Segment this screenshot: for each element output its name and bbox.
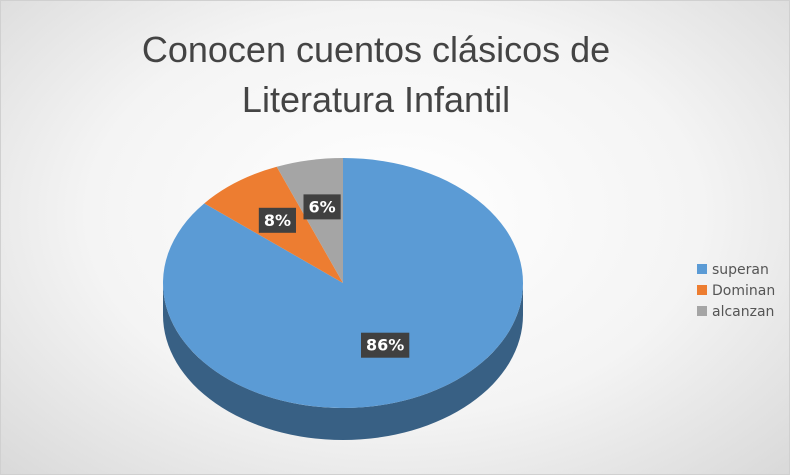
data-label: 8% bbox=[258, 207, 296, 233]
data-label-text: 8% bbox=[264, 211, 291, 230]
legend-label: Dominan bbox=[712, 283, 775, 299]
data-label: 86% bbox=[361, 332, 410, 358]
data-label-box bbox=[303, 194, 341, 220]
data-label-text: 86% bbox=[366, 336, 404, 355]
pie-side bbox=[163, 283, 523, 440]
chart-title: Conocen cuentos clásicos de Literatura I… bbox=[141, 29, 611, 120]
pie-slice bbox=[276, 158, 343, 283]
legend-swatch bbox=[697, 264, 707, 274]
legend-label: superan bbox=[712, 262, 769, 278]
data-label-box bbox=[258, 207, 296, 233]
legend-swatch bbox=[697, 285, 707, 295]
data-label-text: 6% bbox=[309, 197, 336, 216]
data-label-box bbox=[361, 332, 410, 358]
legend-swatch bbox=[697, 306, 707, 316]
data-label: 6% bbox=[303, 194, 341, 220]
legend-label: alcanzan bbox=[712, 304, 774, 320]
